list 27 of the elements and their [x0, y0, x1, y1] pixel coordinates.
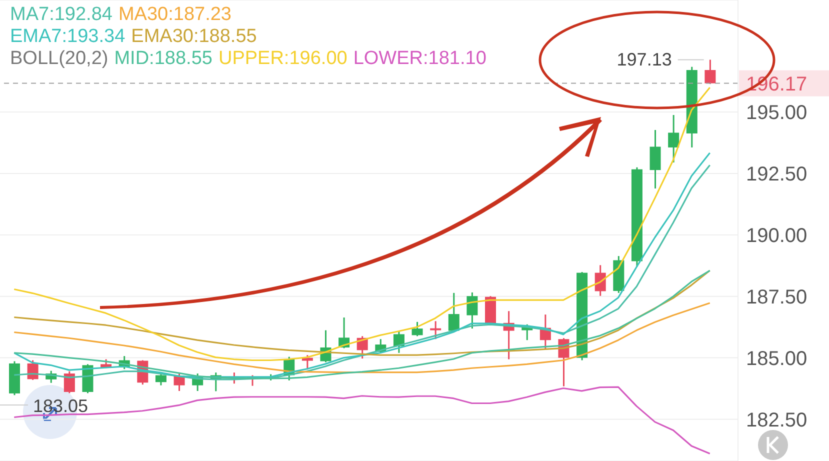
y-tick-label: 192.50: [746, 164, 808, 186]
candlestick: [650, 129, 661, 190]
y-tick-label: 182.50: [746, 409, 808, 432]
candlestick: [704, 58, 716, 85]
y-tick-label: 195.00: [746, 102, 808, 124]
candlestick: [412, 321, 423, 337]
candlestick: [466, 292, 478, 330]
annotation: 197.13: [616, 50, 672, 70]
text: MA30:187.23: [118, 4, 232, 26]
legend-title: BOLL(20,2): [10, 48, 108, 70]
candlestick: [430, 320, 442, 340]
y-tick-label: 185.00: [746, 348, 808, 370]
text: UPPER:196.00: [218, 48, 348, 70]
text: MA7:192.84: [10, 4, 112, 26]
candlestick: [155, 372, 166, 386]
text: EMA30:188.55: [131, 26, 257, 48]
text: MID:188.55: [114, 48, 212, 70]
annotation: 183.05: [33, 396, 88, 416]
text: LOWER:181.10: [353, 48, 486, 70]
y-tick-label: 190.00: [746, 225, 808, 248]
y-tick-label: 187.50: [746, 286, 808, 308]
candlestick: [448, 292, 460, 332]
candlestick: [668, 114, 680, 164]
text: EMA7:193.34: [10, 26, 126, 48]
candlestick: [393, 330, 404, 354]
candlestick: [64, 370, 75, 394]
line-series: [13, 386, 711, 454]
